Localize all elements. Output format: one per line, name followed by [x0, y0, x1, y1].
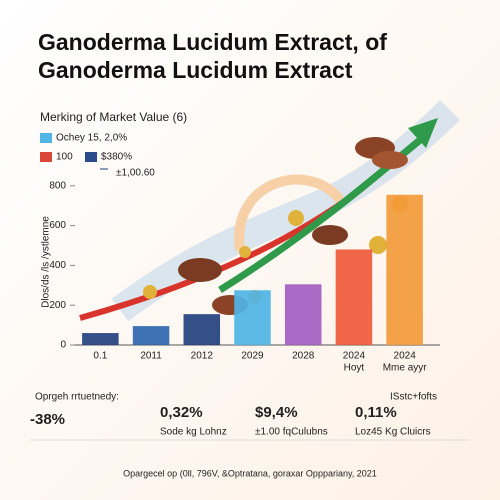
x-tick-label: 2028 — [292, 351, 315, 362]
legend-label: $380% — [101, 152, 132, 163]
x-tick-label: 2024 — [394, 351, 417, 362]
stat-note: Loz45 Kg Cluicrs — [355, 427, 431, 438]
y-tick-label: 400 — [49, 260, 66, 271]
legend-swatch — [40, 133, 52, 143]
bar — [82, 333, 119, 345]
x-tick-label: 2024 — [343, 351, 366, 362]
bar — [386, 194, 423, 345]
stat-value: -38% — [30, 411, 65, 428]
x-tick-sublabel: Hoyt — [344, 363, 365, 374]
bar — [132, 326, 170, 345]
y-tick-label: 600 — [49, 220, 66, 231]
chart-title: Merking of Market Value (6) — [40, 110, 187, 124]
y-tick-label: 0 — [60, 340, 66, 351]
stat-value: 0,32% — [160, 404, 203, 421]
legend-swatch — [40, 152, 52, 162]
subtitle: Ganoderma Lucidum Extract — [38, 57, 353, 83]
x-tick-label: 2012 — [191, 351, 214, 362]
bar — [335, 249, 373, 345]
stat-note: ±1.00 fqCulubns — [255, 427, 328, 438]
bar — [284, 284, 322, 345]
bar — [234, 290, 271, 345]
title: Ganoderma Lucidum Extract, of — [38, 29, 387, 55]
x-tick-label: 0.1 — [93, 351, 107, 362]
footer: Opargecel op (0ll, 796V, &Optratana, gor… — [123, 468, 377, 478]
stat-caption: ISstc+fofts — [390, 392, 437, 403]
legend-swatch — [85, 152, 97, 162]
legend-label: Ochey 15, 2,0% — [56, 133, 127, 144]
y-tick-label: 200 — [49, 300, 66, 311]
y-axis-label: Dlos/ds /ls /ystlemne — [41, 216, 52, 308]
legend-swatch — [100, 168, 108, 170]
legend-label: 100 — [56, 152, 73, 163]
stat-note: Sode kg Lohnz — [160, 427, 227, 438]
y-tick-label: 800 — [49, 180, 66, 191]
x-tick-sublabel: Mme ayyr — [383, 363, 428, 374]
stat-value: $9,4% — [255, 404, 298, 421]
stat-value: 0,11% — [355, 404, 397, 421]
bar — [183, 314, 221, 345]
x-tick-label: 2011 — [140, 351, 162, 362]
stat-caption: Oprgeh rrtuetnedy: — [35, 392, 119, 403]
x-tick-label: 2029 — [241, 351, 264, 362]
legend-label: ±1,00.60 — [116, 168, 155, 179]
